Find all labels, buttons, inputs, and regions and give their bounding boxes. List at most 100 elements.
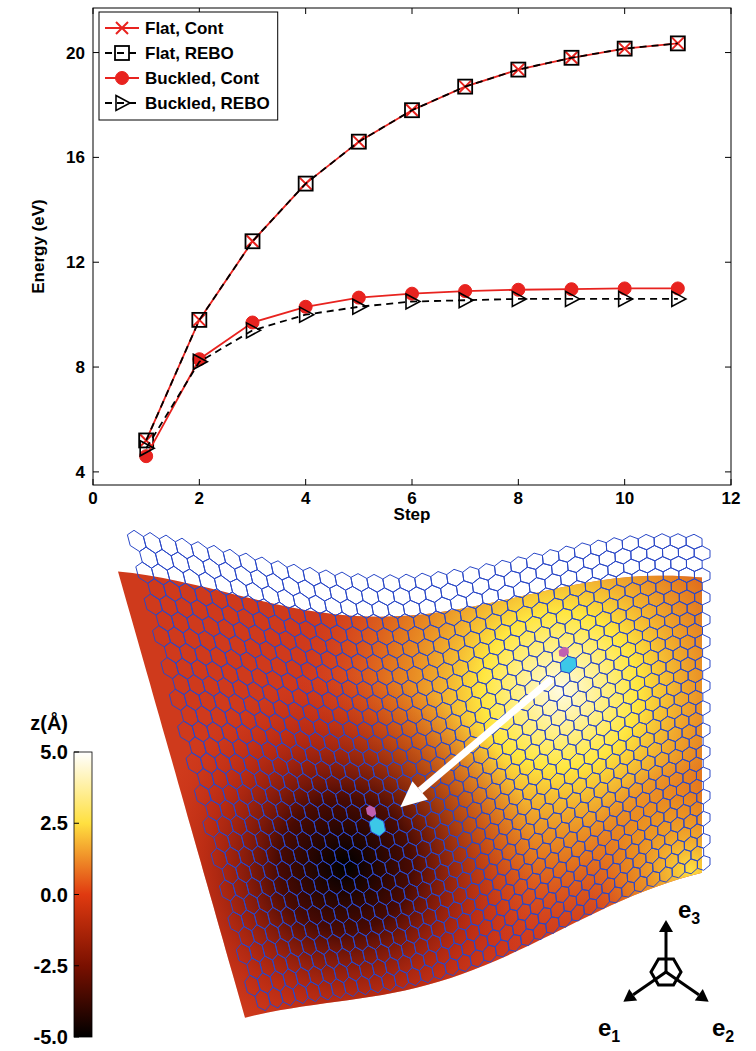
basis-arrowhead — [695, 989, 709, 1002]
data-point — [459, 293, 473, 308]
series-line — [146, 288, 678, 456]
data-point — [247, 323, 261, 338]
migration-arrowhead — [400, 781, 428, 807]
data-point — [512, 291, 526, 306]
x-tick-label: 4 — [301, 489, 311, 508]
y-tick-right — [725, 52, 731, 53]
legend-marker — [116, 72, 129, 85]
legend-label: Buckled, Cont — [145, 69, 260, 88]
y-tick — [93, 471, 99, 472]
data-point — [405, 103, 419, 117]
y-tick-right — [725, 367, 731, 368]
x-tick — [412, 479, 413, 485]
data-point — [458, 80, 472, 94]
colorbar-tick — [74, 752, 79, 753]
surface-high-edge — [118, 572, 702, 1018]
graphene-mesh — [127, 530, 710, 1010]
legend-marker — [115, 46, 129, 60]
legend-label: Flat, Cont — [145, 19, 224, 38]
legend-marker — [116, 22, 128, 34]
data-point — [299, 177, 313, 191]
colorbar-tick-label: 5.0 — [40, 741, 68, 763]
legend: Flat, ContFlat, REBOBuckled, ContBuckled… — [99, 12, 278, 120]
y-tick — [93, 262, 99, 263]
y-tick-label: 8 — [76, 358, 85, 377]
basis-label-base: e — [598, 1014, 611, 1041]
surface-illustration: 5.02.50.0-2.5-5.0z(Å)e1e2e3 — [30, 530, 734, 1048]
data-point — [672, 291, 686, 306]
data-point — [246, 316, 259, 329]
defect-atom — [559, 647, 569, 658]
colorbar-tick — [74, 965, 79, 966]
x-tick — [199, 479, 200, 485]
y-tick-label: 12 — [66, 253, 85, 272]
data-point — [566, 291, 580, 306]
plot-frame — [93, 8, 731, 485]
data-point — [139, 433, 153, 447]
basis-vector — [633, 972, 666, 995]
colorbar-tick — [74, 823, 79, 824]
surface-low — [118, 572, 702, 1018]
y-tick-right — [725, 157, 731, 158]
basis-label-sub: 2 — [725, 1028, 734, 1045]
basis-label: e2 — [712, 1014, 734, 1045]
y-tick-right — [725, 262, 731, 263]
line-chart: 02468101248121620StepEnergy (eV)Flat, Co… — [29, 8, 740, 524]
data-point — [246, 234, 260, 248]
data-point — [193, 314, 205, 326]
colorbar-tick — [74, 1037, 79, 1038]
basis-arrowhead — [659, 920, 673, 932]
x-tick-top — [412, 8, 413, 14]
basis-label-base: e — [712, 1014, 725, 1041]
legend-label: Buckled, REBO — [145, 94, 270, 113]
orientation-icon: e1e2e3 — [598, 896, 734, 1045]
basis-label-sub: 3 — [691, 910, 700, 927]
x-axis-title: Step — [394, 505, 431, 524]
x-tick-label: 12 — [722, 489, 741, 508]
basis-label-base: e — [678, 896, 691, 923]
y-tick-right — [725, 471, 731, 472]
y-tick — [93, 367, 99, 368]
basis-label: e3 — [678, 896, 700, 927]
basis-label-sub: 1 — [611, 1028, 620, 1045]
plot-background — [93, 8, 731, 485]
series-line — [146, 299, 678, 448]
data-point — [512, 64, 524, 76]
y-tick-label: 4 — [76, 463, 86, 482]
data-point — [193, 354, 207, 369]
data-point — [299, 300, 312, 313]
x-tick-label: 2 — [195, 489, 204, 508]
colorbar-tick-label: -5.0 — [34, 1026, 68, 1048]
data-point — [192, 313, 206, 327]
x-tick — [518, 479, 519, 485]
y-tick — [93, 157, 99, 158]
figure: 02468101248121620StepEnergy (eV)Flat, Co… — [0, 0, 756, 1051]
data-point — [300, 307, 314, 322]
legend-line — [105, 102, 139, 104]
x-tick-top — [518, 8, 519, 14]
surface-high — [118, 572, 702, 1018]
x-tick-label: 10 — [615, 489, 634, 508]
x-tick-label: 8 — [514, 489, 523, 508]
basis-arrowhead — [623, 989, 637, 1002]
basis-vector — [665, 932, 668, 972]
defect-ring — [369, 817, 386, 836]
data-point — [353, 299, 367, 314]
y-tick-label: 16 — [66, 148, 85, 167]
legend-line — [105, 52, 139, 54]
colorbar-tick-label: 0.0 — [40, 884, 68, 906]
x-tick — [305, 479, 306, 485]
defect-ring — [560, 656, 576, 673]
colorbar-title: z(Å) — [30, 711, 68, 734]
legend-box — [99, 12, 278, 120]
data-point — [406, 294, 420, 309]
basis-label: e1 — [598, 1014, 620, 1045]
x-tick-top — [624, 8, 625, 14]
surface — [118, 572, 702, 1018]
x-tick-top — [305, 8, 306, 14]
data-point — [140, 450, 153, 463]
colorbar-tick-label: -2.5 — [34, 955, 68, 977]
data-point — [565, 51, 579, 65]
basis-vector — [666, 972, 699, 995]
y-axis-title: Energy (eV) — [29, 199, 48, 293]
